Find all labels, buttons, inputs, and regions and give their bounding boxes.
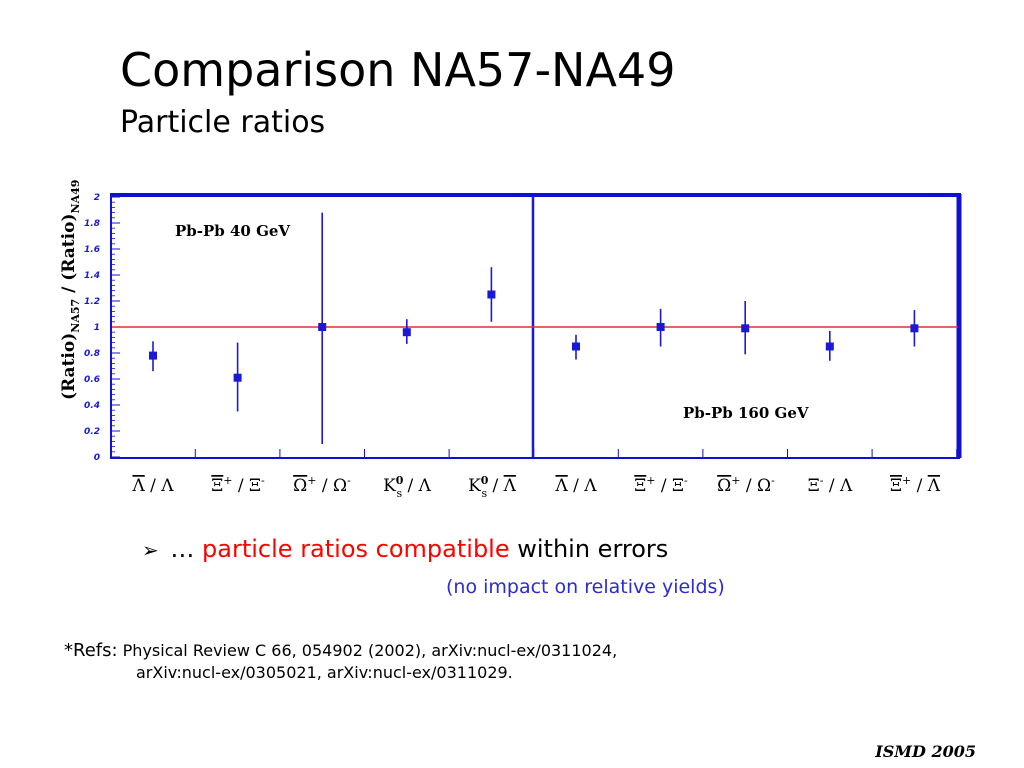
- data-point: [572, 342, 580, 351]
- bullet-suffix: within errors: [517, 535, 669, 563]
- bullet-prefix: …: [170, 535, 195, 563]
- y-tick-label: 0.8: [84, 349, 100, 359]
- data-point: [825, 342, 834, 351]
- arrow-bullet-icon: ➢: [142, 538, 159, 562]
- y-axis-title: (Ratio)NA57 / (Ratio)NA49: [59, 180, 82, 400]
- y-tick-label: 0.2: [84, 427, 100, 437]
- x-label-6: Ξ+ / Ξ-: [634, 474, 688, 496]
- ratio-chart: 0 0.2 0.4 0.6 0.8 1 1.2 1.4 1.6 1.8 2 Pb-Pb 40 GeV…: [59, 180, 962, 500]
- data-point: [487, 290, 496, 299]
- y-tick-label: 1.2: [84, 297, 100, 307]
- x-label-8: Ξ- / Λ: [808, 474, 853, 496]
- y-axis: 0 0.2 0.4 0.6 0.8 1 1.2 1.4 1.6 1.8 2: [84, 193, 120, 463]
- data-points: [149, 212, 919, 444]
- bullet-note: (no impact on relative yields): [446, 576, 725, 598]
- x-category-labels: Λ / Λ Ξ+ / Ξ- Ω+ / Ω- K0 s / Λ K0 s / Λ Λ …: [131, 474, 940, 500]
- refs-line-1: Physical Review C 66, 054902 (2002), arX…: [122, 641, 618, 660]
- x-label-9: Ξ+ / Λ: [890, 474, 941, 496]
- annotation-160gev: Pb-Pb 160 GeV: [683, 404, 809, 422]
- y-tick-label: 1.4: [84, 271, 100, 281]
- footer-conference: ISMD 2005: [875, 742, 976, 761]
- data-point: [233, 373, 242, 382]
- slide-subtitle: Particle ratios: [120, 105, 326, 140]
- y-tick-label: 0: [94, 453, 100, 463]
- y-tick-label: 1.6: [84, 245, 100, 255]
- references: *Refs: Physical Review C 66, 054902 (200…: [64, 640, 617, 684]
- x-axis-ticks: [110, 449, 958, 457]
- refs-line-2: arXiv:nucl-ex/0305021, arXiv:nucl-ex/031…: [136, 663, 513, 682]
- data-point: [910, 324, 919, 333]
- x-label-0: Λ / Λ: [131, 476, 174, 496]
- data-point: [402, 328, 411, 337]
- y-tick-label: 0.6: [84, 375, 100, 385]
- x-label-7: Ω+ / Ω-: [717, 474, 775, 496]
- data-point: [318, 323, 327, 331]
- y-tick-label: 1: [94, 323, 100, 333]
- x-label-1: Ξ+ / Ξ-: [211, 474, 265, 496]
- data-point: [149, 351, 157, 360]
- x-label-4: K0 s / Λ: [468, 474, 517, 500]
- y-tick-label: 2: [94, 193, 100, 203]
- annotation-40gev: Pb-Pb 40 GeV: [175, 222, 290, 240]
- x-label-3: K0 s / Λ: [383, 474, 432, 500]
- x-label-2: Ω+ / Ω-: [293, 474, 351, 496]
- y-tick-label: 0.4: [84, 401, 100, 411]
- bullet-highlight: particle ratios compatible: [202, 535, 510, 563]
- slide-title: Comparison NA57-NA49: [120, 43, 676, 97]
- data-point: [741, 324, 750, 333]
- data-point: [656, 323, 665, 331]
- x-label-5: Λ / Λ: [554, 476, 597, 496]
- y-tick-label: 1.8: [84, 219, 100, 229]
- conclusion-bullet: ➢ … particle ratios compatible within er…: [142, 534, 668, 565]
- refs-lead: *Refs:: [64, 640, 118, 661]
